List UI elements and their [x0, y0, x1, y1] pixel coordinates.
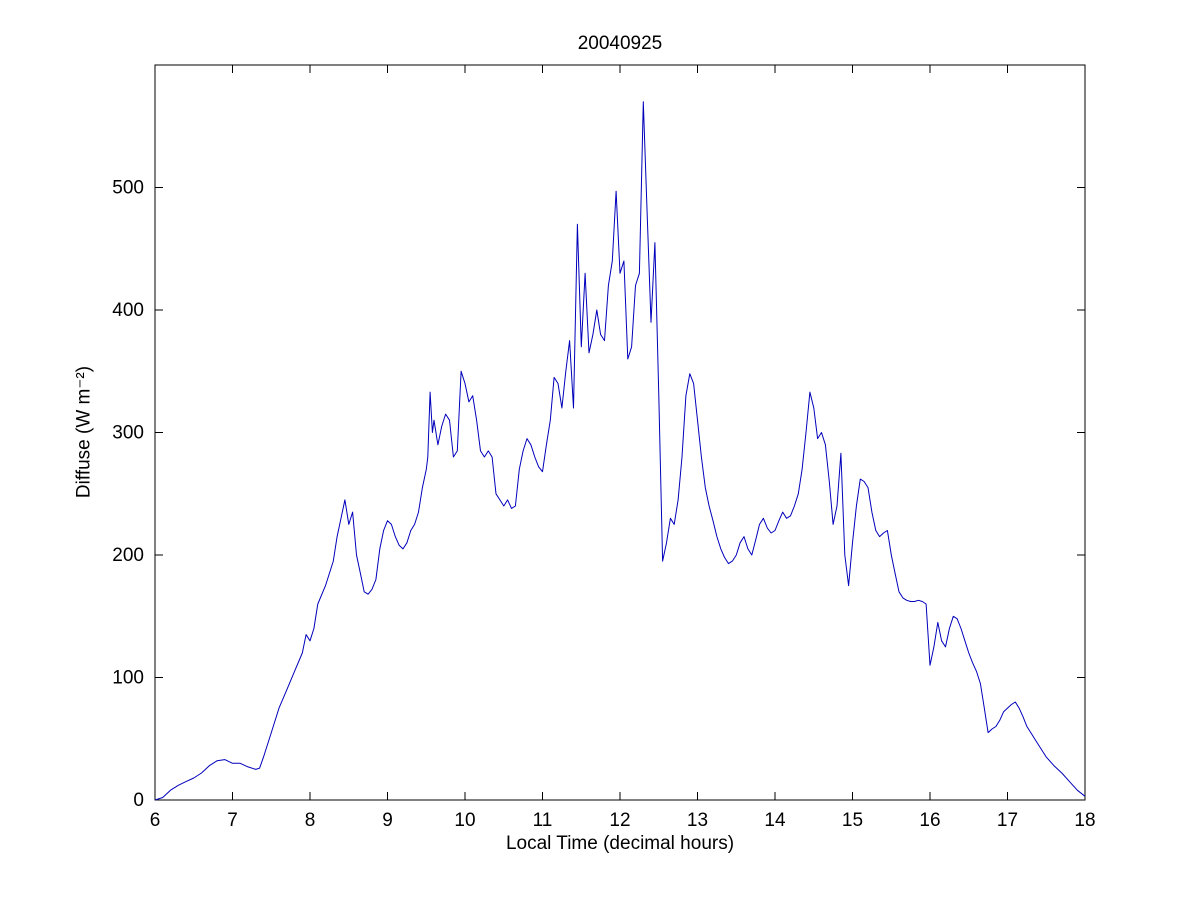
axes-box: [154, 64, 1086, 801]
x-tick-label: 9: [382, 810, 393, 831]
x-tick-label: 14: [764, 810, 786, 831]
y-tick-label: 300: [112, 423, 144, 444]
x-tick-label: 12: [609, 810, 630, 831]
y-tick-label: 400: [112, 300, 144, 321]
x-ticks: 6 7 8 9 10 11 12 13 14 15 16 17 18: [150, 65, 1096, 831]
x-tick-label: 10: [454, 810, 475, 831]
diffuse-series-line: [154, 101, 1086, 801]
x-tick-label: 16: [919, 810, 940, 831]
y-tick-label: 0: [133, 790, 144, 811]
x-tick-label: 11: [533, 810, 553, 831]
x-tick-label: 18: [1074, 810, 1095, 831]
y-tick-label: 200: [112, 545, 144, 566]
x-tick-label: 13: [687, 810, 708, 831]
chart-title: 20040925: [577, 33, 663, 54]
x-axis-label: Local Time (decimal hours): [505, 833, 735, 854]
x-tick-label: 17: [997, 810, 1018, 831]
x-tick-label: 15: [842, 810, 863, 831]
x-tick-label: 8: [305, 810, 316, 831]
y-ticks: 0 100 200 300 400 500: [112, 178, 1085, 811]
y-tick-label: 100: [112, 668, 144, 689]
x-tick-label: 7: [227, 810, 238, 831]
x-tick-label: 6: [150, 810, 161, 831]
y-tick-label: 500: [112, 178, 144, 199]
